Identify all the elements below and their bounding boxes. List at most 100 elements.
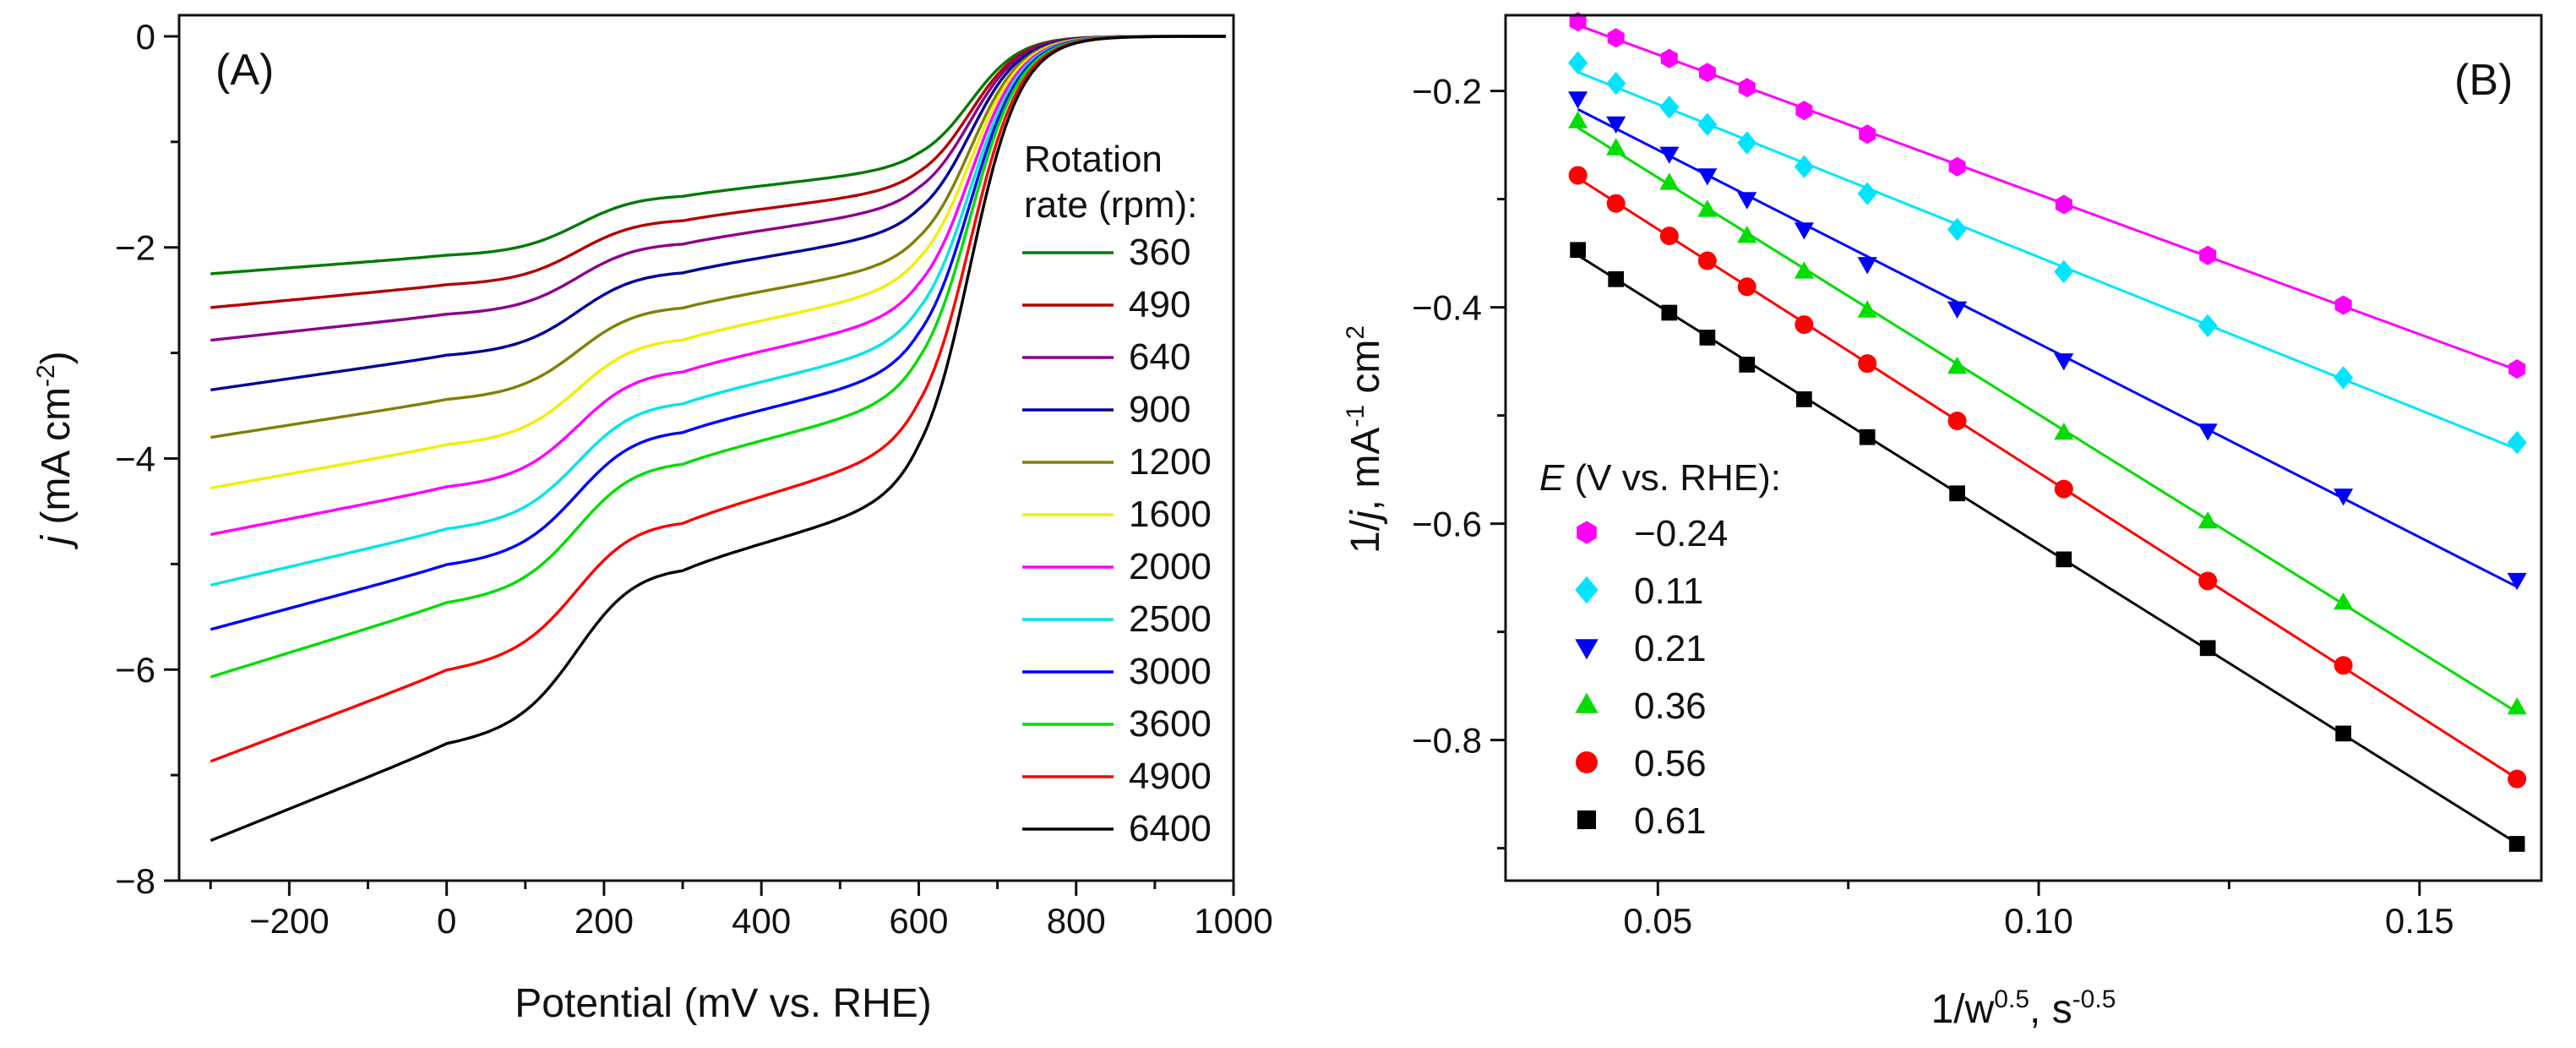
panel-a-y-label-text: (mA cm bbox=[34, 387, 79, 536]
panel-b-point-0.61 bbox=[1608, 270, 1625, 287]
panel-a-ticks: −200 0 200 400 600 800 1000 0 −2 −4 −6 −8 bbox=[115, 17, 1273, 941]
panel-b-point-0.11 bbox=[1697, 112, 1718, 136]
panel-b-point-0.61 bbox=[1796, 391, 1812, 407]
panel-b-point-0.56 bbox=[1947, 412, 1967, 430]
panel-b-x-label-sup2: -0.5 bbox=[2072, 985, 2116, 1013]
panel-b-point-0.61 bbox=[2335, 725, 2351, 742]
panel-a-x-tick-label: 400 bbox=[732, 901, 791, 941]
panel-b-point-−0.24 bbox=[2508, 359, 2526, 379]
panel-b-point-0.11 bbox=[1794, 155, 1814, 178]
panel-b-frame bbox=[1504, 14, 2543, 882]
panel-b-point-0.21 bbox=[2054, 353, 2074, 371]
panel-b-point-0.21 bbox=[1697, 168, 1718, 186]
panel-b-point-0.11 bbox=[1568, 51, 1588, 75]
panel-b-point-−0.24 bbox=[1660, 48, 1678, 68]
panel-b-point-0.61 bbox=[2056, 551, 2072, 568]
panel-b-point-0.11 bbox=[1737, 131, 1757, 155]
panel-b-y-tick-label: −0.2 bbox=[1412, 72, 1482, 112]
panel-b-point-0.21 bbox=[1794, 222, 1814, 240]
panel-a-legend-label-3000: 3000 bbox=[1129, 651, 1212, 692]
panel-b-point-0.21 bbox=[2334, 489, 2354, 506]
panel-b-point-0.21 bbox=[1659, 146, 1680, 164]
panel-a-frame bbox=[177, 14, 1235, 882]
panel-b-legend-marker-0.36 bbox=[1575, 692, 1598, 713]
panel-b-legend: E (V vs. RHE): −0.24 0.11 0.21 0.36 0.56 0.61 bbox=[1539, 457, 1781, 842]
panel-a-curve-2500 bbox=[210, 35, 1226, 587]
panel-b-point-−0.24 bbox=[1569, 12, 1587, 32]
panel-a-x-tick-label: 1000 bbox=[1194, 901, 1272, 941]
panel-b-y-label-mid2: cm bbox=[1343, 340, 1388, 405]
panel-b-point-−0.24 bbox=[1859, 124, 1876, 145]
panel-b-point-0.36 bbox=[1568, 111, 1588, 128]
panel-b-x-axis-label: 1/w0.5, s-0.5 bbox=[1931, 985, 2116, 1032]
panel-b-x-label-pre: 1/w bbox=[1931, 987, 1995, 1032]
panel-b-y-tick-label: −0.8 bbox=[1412, 721, 1482, 761]
panel-b-legend-title: E (V vs. RHE): bbox=[1539, 457, 1781, 499]
panel-b-point-0.56 bbox=[2054, 479, 2073, 499]
panel-a-legend-label-3600: 3600 bbox=[1129, 703, 1212, 745]
panel-a-y-label-sup: -2 bbox=[32, 364, 60, 387]
panel-b-data-points bbox=[1568, 12, 2527, 852]
panel-a-legend: Rotation rate (rpm): 360 490 640 900 1200 160… bbox=[1022, 139, 1212, 849]
panel-a-legend-title-line2: rate (rpm): bbox=[1024, 184, 1197, 226]
panel-a-legend-label-490: 490 bbox=[1129, 284, 1190, 325]
panel-b-point-0.61 bbox=[1661, 304, 1678, 321]
panel-b-fit-lines bbox=[1577, 24, 2518, 845]
panel-a-legend-label-6400: 6400 bbox=[1129, 808, 1212, 849]
panel-b-y-tick-label: −0.6 bbox=[1412, 505, 1482, 544]
panel-b-point-−0.24 bbox=[2055, 194, 2072, 215]
panel-b-fit-line-0.36 bbox=[1577, 126, 2518, 713]
panel-b-legend-marker-0.11 bbox=[1575, 576, 1598, 604]
panel-b-point-0.56 bbox=[1737, 277, 1756, 297]
panel-b-y-tick-label: −0.4 bbox=[1412, 288, 1482, 328]
panel-b-legend-marker-0.21 bbox=[1575, 639, 1598, 660]
panel-b-point-0.56 bbox=[1697, 251, 1717, 270]
panel-b-point-0.21 bbox=[1947, 301, 1968, 319]
panel-b-point-0.61 bbox=[2508, 836, 2525, 852]
panel-b-fit-line-0.61 bbox=[1577, 254, 2518, 845]
panel-b-point-0.21 bbox=[1606, 116, 1626, 134]
panel-b-y-label-sup1: -1 bbox=[1342, 405, 1370, 428]
panel-a-x-tick-label: −200 bbox=[249, 901, 329, 941]
panel-b-point-0.36 bbox=[2507, 697, 2527, 715]
panel-b-legend-label-0.36: 0.36 bbox=[1634, 685, 1707, 727]
panel-a-x-tick-label: 0 bbox=[437, 901, 456, 941]
panel-b-point-0.21 bbox=[1737, 192, 1757, 210]
panel-b-x-tick-label: 0.15 bbox=[2385, 901, 2454, 941]
panel-a-x-tick-label: 600 bbox=[889, 901, 948, 941]
panel-b-legend-label-0.61: 0.61 bbox=[1634, 800, 1707, 842]
panel-b-point-0.11 bbox=[1947, 217, 1968, 242]
panel-a-legend-label-2500: 2500 bbox=[1129, 598, 1212, 640]
panel-b-point-0.56 bbox=[2334, 656, 2353, 675]
panel-a-curves bbox=[210, 35, 1226, 843]
panel-b-fit-line-0.56 bbox=[1577, 177, 2518, 780]
panel-a-y-axis-label: j (mA cm-2) bbox=[32, 351, 79, 549]
panel-b-y-label-sup2: 2 bbox=[1342, 325, 1370, 340]
panel-b-point-0.36 bbox=[1659, 172, 1680, 190]
panel-a-y-label-close: ) bbox=[34, 351, 79, 364]
panel-b-legend-marker-−0.24 bbox=[1577, 521, 1597, 544]
panel-b-point-0.36 bbox=[2197, 510, 2218, 529]
panel-b-point-0.11 bbox=[1659, 96, 1680, 119]
panel-a-legend-label-1600: 1600 bbox=[1129, 494, 1212, 535]
panel-b-point-0.61 bbox=[2199, 640, 2216, 657]
panel-a-legend-label-900: 900 bbox=[1129, 389, 1190, 430]
panel-b-point-0.11 bbox=[2197, 314, 2218, 338]
panel-b-legend-title-italic: E bbox=[1539, 457, 1565, 499]
panel-b-fit-line-−0.24 bbox=[1577, 24, 2518, 372]
panel-b-fit-line-0.11 bbox=[1577, 70, 2518, 450]
panel-b-point-−0.24 bbox=[1795, 101, 1813, 121]
panel-b-ticks: 0.05 0.10 0.15 −0.2 −0.4 −0.6 −0.8 bbox=[1412, 72, 2454, 941]
panel-b-point-−0.24 bbox=[1698, 63, 1716, 83]
panel-a-curve-3000 bbox=[210, 35, 1226, 631]
panel-a-label: (A) bbox=[215, 46, 274, 95]
panel-b-x-label-sup1: 0.5 bbox=[1994, 985, 2029, 1013]
panel-b-point-−0.24 bbox=[2199, 245, 2217, 265]
panel-a-legend-label-2000: 2000 bbox=[1129, 546, 1212, 587]
panel-b-point-0.36 bbox=[1947, 356, 1968, 374]
panel-b-legend-marker-0.56 bbox=[1576, 751, 1598, 773]
panel-a-y-tick-label: 0 bbox=[136, 17, 155, 57]
panel-b-point-0.21 bbox=[1568, 91, 1588, 109]
panel-b-point-0.36 bbox=[1697, 199, 1718, 217]
